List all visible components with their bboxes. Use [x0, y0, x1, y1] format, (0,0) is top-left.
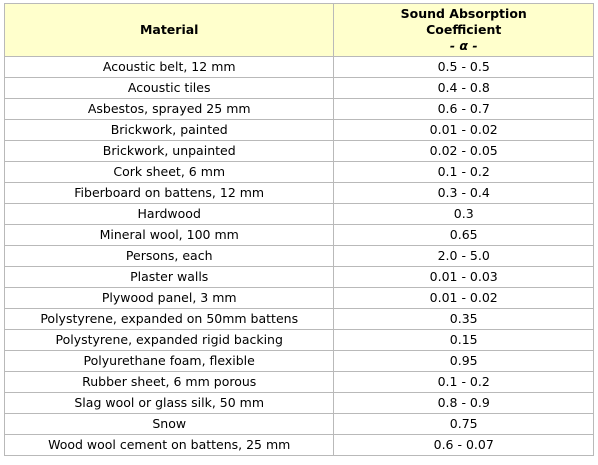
table-row: Plaster walls 0.01 - 0.03 [3, 266, 594, 288]
table-row: Polystyrene, expanded on 50mm battens 0.3… [3, 308, 594, 330]
material-cell: Brickwork, painted [3, 119, 335, 141]
table-row: Acoustic tiles 0.4 - 0.8 [3, 77, 594, 99]
coefficient-cell: 0.3 - 0.4 [333, 182, 594, 204]
coefficient-cell: 0.5 - 0.5 [333, 56, 594, 78]
coefficient-symbol: - α - [449, 38, 478, 53]
table-row: Brickwork, unpainted 0.02 - 0.05 [3, 140, 594, 162]
coefficient-cell: 0.15 [333, 329, 594, 351]
material-cell: Polystyrene, expanded rigid backing [3, 329, 335, 351]
coefficient-cell: 0.01 - 0.02 [333, 287, 594, 309]
coefficient-cell: 0.01 - 0.02 [333, 119, 594, 141]
table-row: Plywood panel, 3 mm 0.01 - 0.02 [3, 287, 594, 309]
material-cell: Plywood panel, 3 mm [3, 287, 335, 309]
material-cell: Plaster walls [3, 266, 335, 288]
table-row: Rubber sheet, 6 mm porous 0.1 - 0.2 [3, 371, 594, 393]
absorption-table: Material Sound Absorption Coefficient - … [3, 3, 594, 456]
material-column-header: Material [3, 3, 335, 57]
table-row: Fiberboard on battens, 12 mm 0.3 - 0.4 [3, 182, 594, 204]
coefficient-cell: 0.02 - 0.05 [333, 140, 594, 162]
table-row: Polystyrene, expanded rigid backing 0.15 [3, 329, 594, 351]
coefficient-header-line2: Coefficient [426, 22, 502, 37]
table-row: Cork sheet, 6 mm 0.1 - 0.2 [3, 161, 594, 183]
table-row: Polyurethane foam, flexible 0.95 [3, 350, 594, 372]
material-cell: Slag wool or glass silk, 50 mm [3, 392, 335, 414]
table-row: Snow 0.75 [3, 413, 594, 435]
coefficient-cell: 0.8 - 0.9 [333, 392, 594, 414]
coefficient-header-line1: Sound Absorption [400, 6, 527, 21]
coefficient-cell: 0.65 [333, 224, 594, 246]
table-body: Acoustic belt, 12 mm 0.5 - 0.5 Acoustic ti… [3, 56, 594, 456]
material-cell: Persons, each [3, 245, 335, 267]
material-cell: Fiberboard on battens, 12 mm [3, 182, 335, 204]
material-cell: Rubber sheet, 6 mm porous [3, 371, 335, 393]
table-header-row: Material Sound Absorption Coefficient - … [3, 3, 594, 57]
coefficient-cell: 2.0 - 5.0 [333, 245, 594, 267]
coefficient-cell: 0.01 - 0.03 [333, 266, 594, 288]
material-cell: Mineral wool, 100 mm [3, 224, 335, 246]
table-row: Hardwood 0.3 [3, 203, 594, 225]
coefficient-cell: 0.1 - 0.2 [333, 371, 594, 393]
coefficient-cell: 0.95 [333, 350, 594, 372]
material-cell: Wood wool cement on battens, 25 mm [3, 434, 335, 456]
coefficient-cell: 0.6 - 0.7 [333, 98, 594, 120]
table-row: Persons, each 2.0 - 5.0 [3, 245, 594, 267]
material-cell: Snow [3, 413, 335, 435]
coefficient-column-header: Sound Absorption Coefficient - α - [333, 3, 594, 57]
table-row: Brickwork, painted 0.01 - 0.02 [3, 119, 594, 141]
material-cell: Acoustic belt, 12 mm [3, 56, 335, 78]
table-row: Wood wool cement on battens, 25 mm 0.6 - … [3, 434, 594, 456]
material-cell: Hardwood [3, 203, 335, 225]
coefficient-cell: 0.4 - 0.8 [333, 77, 594, 99]
material-cell: Polyurethane foam, flexible [3, 350, 335, 372]
material-cell: Acoustic tiles [3, 77, 335, 99]
coefficient-cell: 0.75 [333, 413, 594, 435]
coefficient-cell: 0.35 [333, 308, 594, 330]
coefficient-cell: 0.3 [333, 203, 594, 225]
coefficient-cell: 0.6 - 0.07 [333, 434, 594, 456]
material-cell: Cork sheet, 6 mm [3, 161, 335, 183]
table-row: Acoustic belt, 12 mm 0.5 - 0.5 [3, 56, 594, 78]
table-row: Slag wool or glass silk, 50 mm 0.8 - 0.9 [3, 392, 594, 414]
table-row: Mineral wool, 100 mm 0.65 [3, 224, 594, 246]
material-cell: Brickwork, unpainted [3, 140, 335, 162]
material-cell: Asbestos, sprayed 25 mm [3, 98, 335, 120]
material-cell: Polystyrene, expanded on 50mm battens [3, 308, 335, 330]
table-row: Asbestos, sprayed 25 mm 0.6 - 0.7 [3, 98, 594, 120]
coefficient-cell: 0.1 - 0.2 [333, 161, 594, 183]
